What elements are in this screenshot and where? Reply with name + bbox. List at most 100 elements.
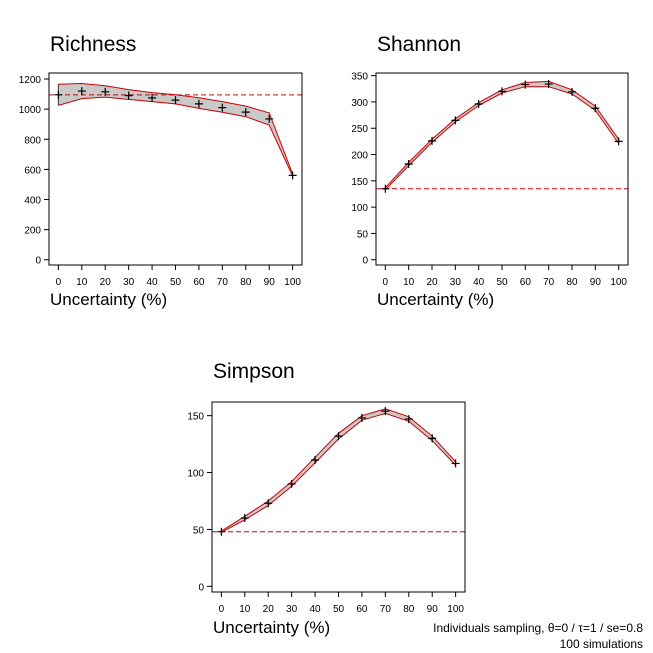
x-tick-label: 40 (310, 604, 322, 615)
x-axis-label: Uncertainty (%) (377, 290, 494, 309)
mean-point (614, 137, 623, 146)
lower-bound-line (221, 412, 456, 533)
mean-point (381, 407, 390, 416)
y-tick-label: 250 (351, 124, 368, 135)
lower-bound-line (384, 86, 620, 191)
simpson-panel: Simpson 0 50 100 150 0 10 20 30 40 50 60 70 80 90 100 Un… (187, 360, 466, 637)
x-tick-label: 90 (427, 604, 439, 615)
y-tick-label: 50 (357, 229, 369, 240)
plot-frame (375, 72, 629, 266)
x-tick-label: 40 (473, 277, 485, 288)
mean-point (428, 434, 437, 443)
x-tick-label: 0 (56, 277, 62, 288)
upper-bound-line (58, 82, 294, 175)
mean-point (240, 514, 249, 523)
x-tick-label: 90 (590, 277, 602, 288)
mean-point (311, 456, 320, 465)
mean-point (264, 499, 273, 508)
x-tick-label: 30 (450, 277, 462, 288)
x-tick-label: 80 (240, 277, 252, 288)
y-tick-label: 200 (24, 226, 41, 237)
x-tick-label: 80 (403, 604, 415, 615)
plot-frame (211, 401, 466, 593)
y-tick-label: 100 (187, 469, 204, 480)
x-tick-label: 30 (286, 604, 298, 615)
x-tick-label: 10 (76, 277, 88, 288)
mean-point (194, 99, 203, 108)
y-tick-label: 0 (35, 256, 41, 267)
x-tick-label: 70 (543, 277, 555, 288)
y-tick-label: 100 (351, 203, 368, 214)
mean-point (218, 103, 227, 112)
mean-point (428, 136, 436, 145)
y-tick-label: 0 (198, 582, 204, 593)
x-tick-label: 10 (403, 277, 415, 288)
mean-point (334, 432, 343, 441)
panel-title: Shannon (377, 33, 461, 56)
y-tick-label: 200 (351, 151, 368, 162)
mean-point (171, 96, 180, 105)
x-tick-label: 0 (383, 277, 389, 288)
footnote-simulations: 100 simulations (560, 637, 643, 651)
panel-title: Richness (50, 33, 136, 56)
x-tick-label: 70 (380, 604, 392, 615)
x-tick-label: 60 (356, 604, 368, 615)
mean-point (357, 413, 366, 422)
mean-point (591, 104, 600, 113)
y-tick-label: 1000 (19, 105, 42, 116)
x-tick-label: 90 (264, 277, 276, 288)
x-tick-label: 100 (447, 604, 464, 615)
mean-point (77, 87, 86, 96)
x-tick-label: 0 (219, 604, 225, 615)
x-tick-label: 20 (426, 277, 438, 288)
envelope-band (58, 83, 293, 177)
y-tick-label: 800 (24, 135, 41, 146)
panel-title: Simpson (213, 360, 295, 383)
mean-point (124, 91, 133, 100)
y-tick-label: 300 (351, 98, 368, 109)
x-tick-label: 100 (610, 277, 627, 288)
x-tick-label: 60 (193, 277, 205, 288)
mean-point (265, 114, 274, 123)
mean-point (544, 80, 553, 89)
mean-point (54, 90, 63, 99)
x-tick-label: 10 (239, 604, 251, 615)
x-tick-label: 40 (147, 277, 159, 288)
footnote-sampling: Individuals sampling, θ=0 / τ=1 / se=0.8 (433, 621, 643, 635)
y-tick-label: 150 (187, 412, 204, 423)
upper-bound-line (384, 80, 620, 189)
x-axis-label: Uncertainty (%) (213, 618, 330, 637)
mean-point (404, 160, 413, 169)
y-tick-label: 1200 (19, 75, 42, 86)
mean-point (217, 527, 226, 536)
mean-point (241, 108, 250, 117)
x-tick-label: 100 (284, 277, 301, 288)
richness-panel: Richness 0 200 400 600 800 1000 1200 0 10 20 30 40 50… (19, 33, 303, 309)
x-tick-label: 50 (333, 604, 345, 615)
mean-point (101, 87, 110, 96)
lower-bound-line (58, 96, 294, 177)
envelope-band (221, 408, 456, 533)
mean-point (404, 415, 413, 424)
x-tick-label: 20 (263, 604, 275, 615)
y-tick-label: 50 (193, 525, 205, 536)
x-tick-label: 80 (566, 277, 578, 288)
shannon-panel: Shannon 0 50 100 150 200 250 300 350 0 10 20 30 40 50 6… (351, 33, 629, 309)
mean-point (568, 87, 576, 96)
x-tick-label: 30 (123, 277, 135, 288)
y-tick-label: 150 (351, 177, 368, 188)
mean-point (288, 171, 297, 180)
mean-point (287, 479, 296, 488)
mean-point (498, 87, 506, 96)
mean-point (381, 184, 390, 193)
y-tick-label: 0 (362, 256, 368, 267)
x-tick-label: 60 (520, 277, 532, 288)
x-tick-label: 50 (496, 277, 508, 288)
y-tick-label: 600 (24, 165, 41, 176)
y-tick-label: 350 (351, 72, 368, 83)
y-tick-label: 400 (24, 195, 41, 206)
mean-point (521, 80, 530, 89)
mean-point (474, 100, 483, 109)
mean-point (148, 93, 157, 102)
